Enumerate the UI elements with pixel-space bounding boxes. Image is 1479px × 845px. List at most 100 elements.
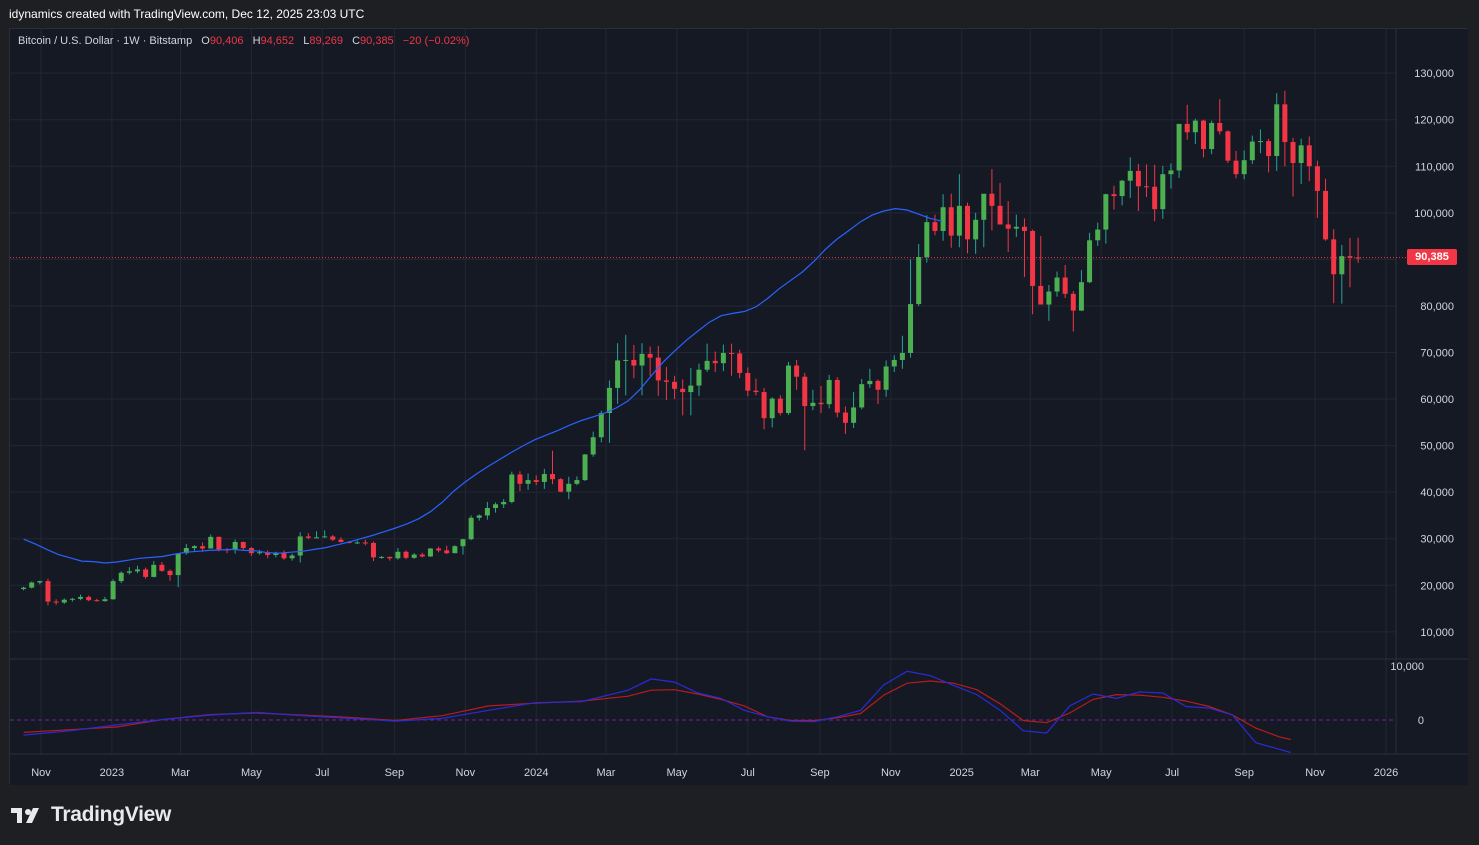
candle-body[interactable] (745, 372, 751, 391)
candle-body[interactable] (37, 581, 43, 583)
candle-body[interactable] (1225, 131, 1231, 161)
candle-body[interactable] (1111, 194, 1117, 197)
candle-body[interactable] (61, 599, 67, 603)
candle-body[interactable] (623, 359, 629, 361)
candle-body[interactable] (1087, 240, 1093, 283)
candle-body[interactable] (110, 581, 116, 600)
candle-body[interactable] (1119, 180, 1125, 197)
candle-body[interactable] (794, 365, 800, 377)
candle-body[interactable] (1152, 186, 1158, 210)
candle-body[interactable] (598, 413, 604, 438)
candle-body[interactable] (1217, 122, 1223, 132)
candle-body[interactable] (1323, 190, 1329, 240)
candle-body[interactable] (322, 536, 328, 538)
candle-body[interactable] (330, 536, 336, 540)
candle-body[interactable] (509, 474, 515, 502)
candle-body[interactable] (297, 536, 303, 556)
candle-body[interactable] (924, 222, 930, 258)
candle-body[interactable] (1200, 120, 1206, 150)
candle-body[interactable] (533, 480, 539, 482)
candle-body[interactable] (932, 222, 938, 231)
candle-body[interactable] (1290, 142, 1296, 164)
candle-body[interactable] (1347, 256, 1353, 258)
candle-body[interactable] (769, 398, 775, 419)
candle-body[interactable] (1339, 256, 1345, 275)
candle-body[interactable] (78, 596, 84, 599)
candle-body[interactable] (436, 548, 442, 551)
candle-body[interactable] (802, 376, 808, 407)
candle-body[interactable] (354, 542, 360, 544)
candle-body[interactable] (704, 360, 710, 370)
candle-body[interactable] (908, 304, 914, 353)
candle-body[interactable] (720, 352, 726, 364)
candle-body[interactable] (216, 536, 222, 550)
candle-body[interactable] (785, 365, 791, 414)
candle-body[interactable] (476, 515, 482, 518)
candle-body[interactable] (126, 571, 132, 573)
candle-body[interactable] (281, 552, 287, 559)
candle-body[interactable] (1030, 230, 1036, 286)
candle-body[interactable] (1078, 282, 1084, 311)
candle-body[interactable] (86, 596, 92, 601)
candle-body[interactable] (314, 537, 320, 539)
candle-body[interactable] (94, 600, 100, 602)
candle-body[interactable] (541, 474, 547, 482)
candle-body[interactable] (1331, 239, 1337, 275)
candle-body[interactable] (484, 508, 490, 516)
candle-body[interactable] (891, 359, 897, 367)
candle-body[interactable] (370, 542, 376, 558)
candle-body[interactable] (1241, 160, 1247, 175)
candle-body[interactable] (1192, 120, 1198, 133)
candle-body[interactable] (427, 548, 433, 557)
candle-body[interactable] (411, 554, 417, 558)
candle-body[interactable] (102, 599, 108, 602)
candle-body[interactable] (362, 542, 368, 544)
candle-body[interactable] (672, 381, 678, 389)
candle-body[interactable] (191, 546, 197, 549)
candle-body[interactable] (981, 193, 987, 220)
candle-body[interactable] (948, 207, 954, 236)
candle-body[interactable] (265, 552, 271, 556)
candle-body[interactable] (1127, 170, 1133, 181)
candle-body[interactable] (639, 353, 645, 366)
candle-body[interactable] (1274, 104, 1280, 157)
candle-body[interactable] (916, 257, 922, 305)
candle-body[interactable] (1282, 104, 1288, 143)
candle-body[interactable] (1144, 186, 1150, 188)
candle-body[interactable] (305, 536, 311, 538)
candle-body[interactable] (517, 474, 523, 484)
candle-body[interactable] (753, 390, 759, 393)
candle-body[interactable] (257, 552, 263, 554)
candle-body[interactable] (1046, 291, 1052, 305)
candle-body[interactable] (826, 379, 832, 405)
candle-body[interactable] (1306, 145, 1312, 167)
candle-body[interactable] (696, 369, 702, 386)
candle-body[interactable] (810, 402, 816, 407)
candle-body[interactable] (444, 550, 450, 554)
candle-body[interactable] (867, 380, 873, 385)
candle-body[interactable] (493, 504, 499, 509)
candle-body[interactable] (200, 546, 206, 549)
candle-body[interactable] (45, 581, 51, 602)
candle-body[interactable] (989, 193, 995, 206)
candle-body[interactable] (29, 582, 35, 588)
candle-body[interactable] (151, 564, 157, 577)
candle-body[interactable] (69, 598, 75, 600)
candle-body[interactable] (208, 536, 214, 549)
candle-body[interactable] (289, 555, 295, 559)
candle-body[interactable] (899, 352, 905, 360)
candle-body[interactable] (549, 474, 555, 480)
candle-body[interactable] (167, 570, 173, 576)
candle-body[interactable] (1314, 166, 1320, 191)
candle-body[interactable] (175, 553, 181, 576)
candle-body[interactable] (134, 569, 140, 572)
candle-body[interactable] (460, 539, 466, 547)
candle-body[interactable] (582, 454, 588, 481)
candle-body[interactable] (1070, 293, 1076, 311)
candle-body[interactable] (1103, 194, 1109, 230)
candle-body[interactable] (834, 379, 840, 413)
candle-body[interactable] (1168, 170, 1174, 175)
candle-body[interactable] (387, 556, 393, 559)
candle-body[interactable] (1095, 229, 1101, 241)
candle-body[interactable] (1298, 145, 1304, 164)
